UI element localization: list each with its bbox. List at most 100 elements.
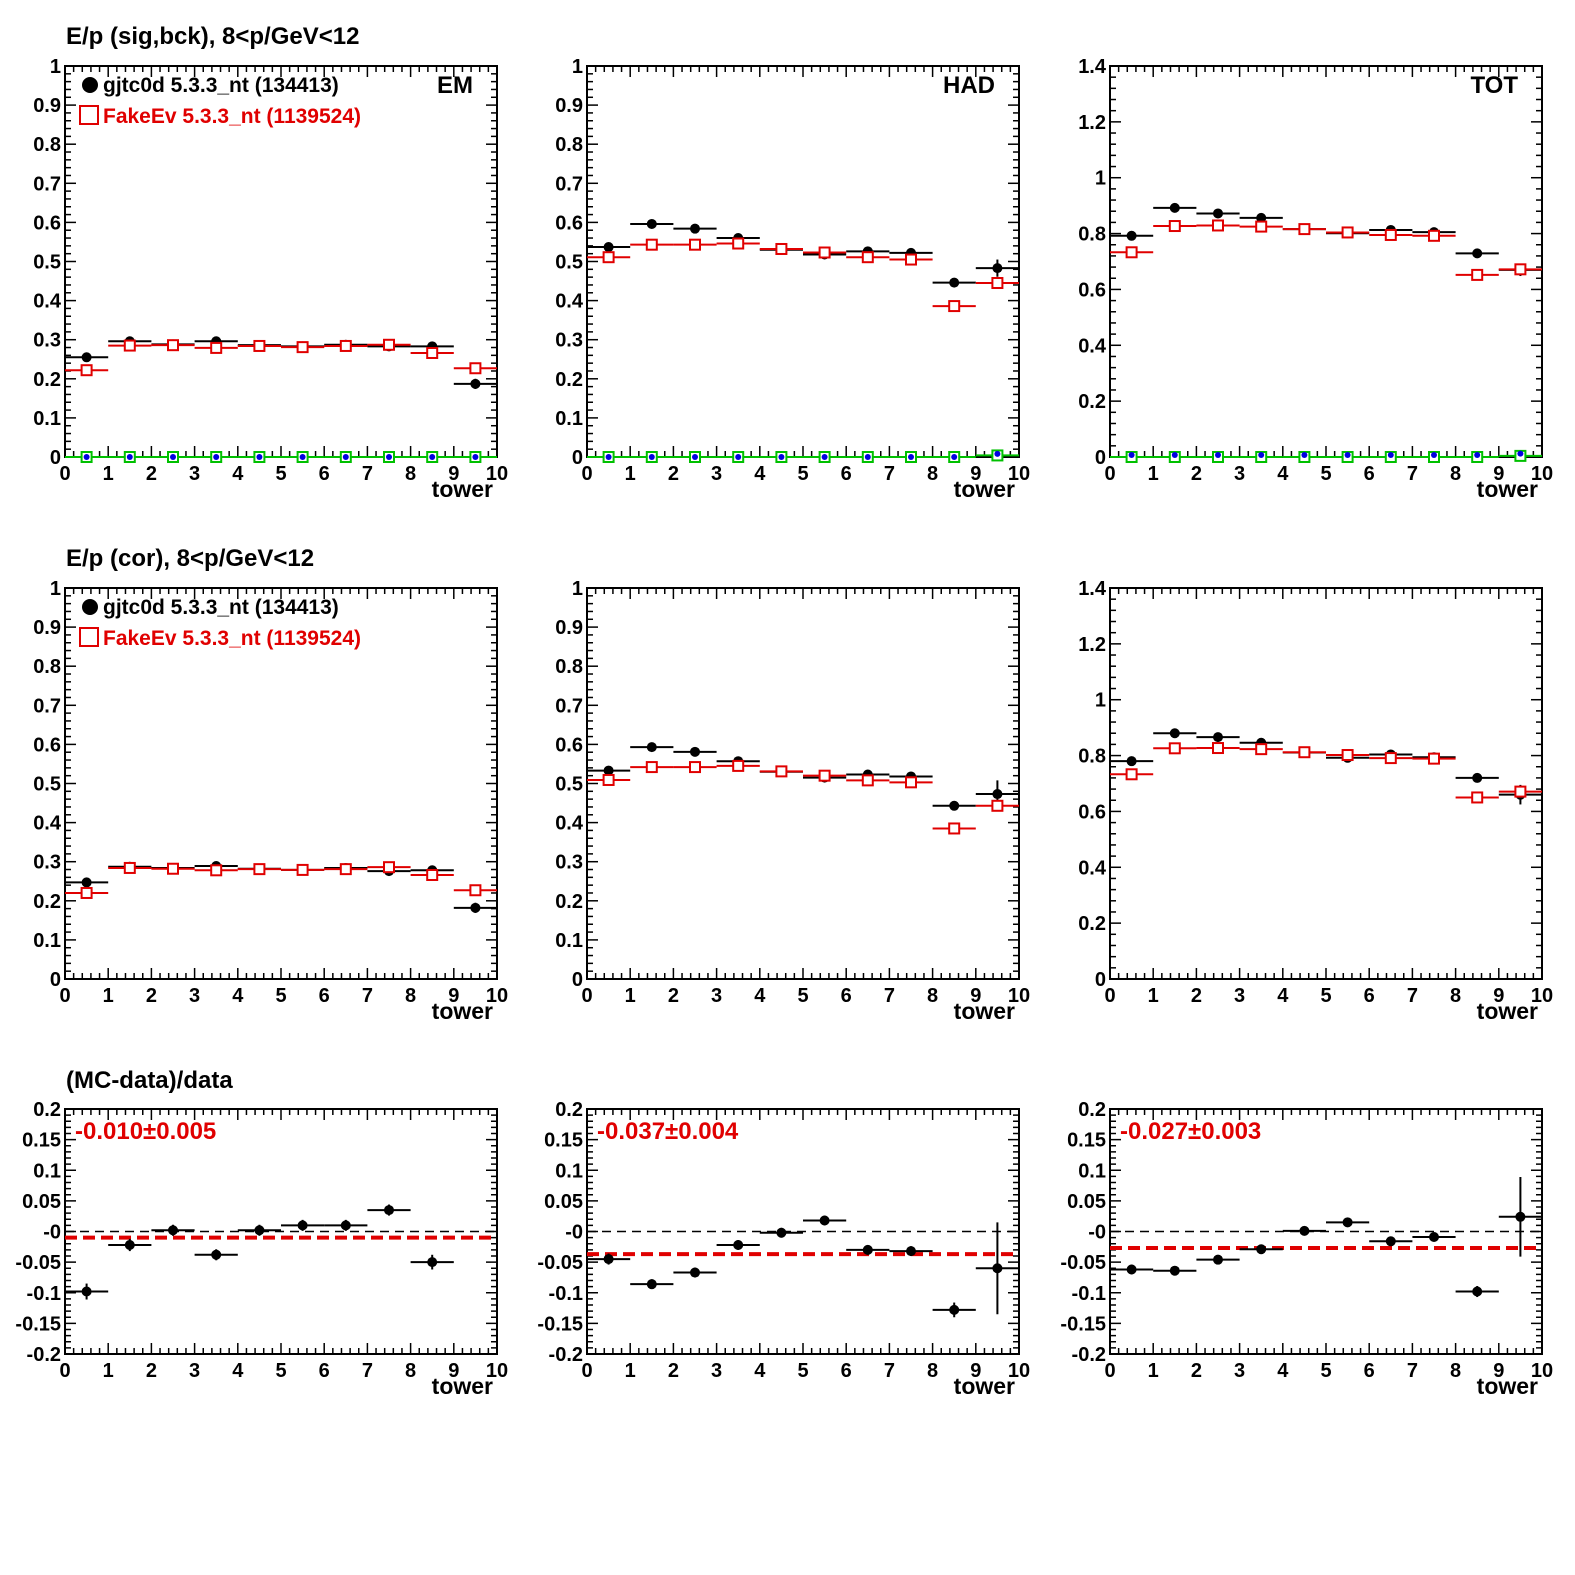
aux-point — [1474, 452, 1481, 459]
mc-point — [861, 251, 874, 264]
x-tick-label: 3 — [189, 1360, 200, 1382]
x-tick-label: 4 — [232, 985, 244, 1007]
mc-point — [689, 761, 701, 774]
x-tick-label: 9 — [448, 1360, 459, 1382]
data-point — [1126, 230, 1137, 241]
y-tick-label: 0.9 — [33, 95, 61, 117]
data-point — [603, 765, 614, 776]
y-tick-label: 0.8 — [1078, 224, 1106, 246]
y-tick-label: 0 — [1095, 969, 1106, 991]
x-tick-label: 2 — [146, 985, 157, 1007]
x-tick-label: 9 — [1493, 1360, 1504, 1382]
x-tick-label: 4 — [232, 463, 244, 485]
data-point — [254, 1225, 265, 1236]
mc-point — [383, 338, 395, 351]
data-point — [1472, 772, 1483, 783]
x-tick-label: 3 — [1234, 985, 1245, 1007]
mc-point — [948, 822, 961, 835]
legend: gjtc0d 5.3.3_nt (134413) FakeEv 5.3.3_nt … — [79, 596, 361, 650]
legend: gjtc0d 5.3.3_nt (134413) FakeEv 5.3.3_nt … — [79, 74, 361, 128]
data-point — [470, 378, 481, 389]
y-tick-label: -0.1 — [27, 1283, 61, 1305]
y-tick-label: 0.4 — [1078, 857, 1107, 879]
x-tick-label: 8 — [1450, 463, 1461, 485]
aux-point — [1344, 452, 1351, 459]
y-tick-label: 0 — [1095, 447, 1106, 469]
data-point — [340, 1220, 351, 1231]
y-tick-label: -0.15 — [15, 1313, 61, 1335]
mc-point — [296, 863, 309, 876]
mc-point — [167, 339, 179, 352]
y-tick-label: -0.1 — [1072, 1283, 1106, 1305]
y-tick-label: 1.2 — [1078, 634, 1106, 656]
data-point — [384, 1205, 394, 1216]
x-tick-label: 0 — [59, 1360, 70, 1382]
y-tick-label: 0.7 — [33, 173, 61, 195]
x-tick-label: 5 — [275, 463, 286, 485]
mc-point — [1168, 220, 1181, 233]
data-point — [690, 223, 700, 234]
fit-label: -0.027±0.003 — [1120, 1118, 1261, 1145]
x-tick-label: 6 — [319, 463, 330, 485]
y-tick-label: 0.8 — [555, 656, 583, 678]
y-tick-label: 0.1 — [555, 1160, 583, 1182]
data-point — [992, 263, 1003, 274]
x-tick-label: 4 — [754, 1360, 766, 1382]
data-point — [862, 1244, 873, 1255]
data-point — [646, 1279, 657, 1290]
x-tick-label: 6 — [1364, 1360, 1375, 1382]
aux-point — [1215, 452, 1221, 459]
y-tick-label: 0.4 — [33, 813, 62, 835]
mc-point — [1384, 228, 1397, 241]
mc-point — [1428, 229, 1440, 242]
y-tick-label: -0.1 — [549, 1283, 583, 1305]
x-tick-label: 10 — [1531, 463, 1553, 485]
x-tick-label: 6 — [319, 985, 330, 1007]
x-tick-label: 10 — [486, 463, 508, 485]
mc-point — [1341, 749, 1354, 762]
y-tick-label: 0.1 — [33, 408, 61, 430]
data-point — [81, 877, 92, 888]
x-tick-label: 6 — [841, 1360, 852, 1382]
y-tick-label: 1.2 — [1078, 112, 1106, 134]
aux-point — [1301, 452, 1308, 459]
data-point — [819, 1215, 830, 1226]
aux-point — [342, 454, 349, 460]
y-tick-label: 0.05 — [22, 1191, 61, 1213]
data-point — [949, 1304, 960, 1315]
aux-point — [299, 454, 306, 460]
y-tick-label: 0.7 — [33, 695, 61, 717]
data-point — [1299, 1225, 1310, 1236]
x-tick-label: 4 — [754, 985, 766, 1007]
data-point — [1429, 1232, 1439, 1243]
y-tick-label: 0.8 — [555, 134, 583, 156]
data-point — [427, 1257, 438, 1268]
series-3 — [83, 454, 479, 460]
x-tick-label: 5 — [797, 985, 808, 1007]
x-tick-label: 7 — [884, 985, 895, 1007]
y-tick-label: 1 — [50, 578, 61, 600]
series-0 — [1110, 1176, 1542, 1298]
y-tick-label: 0.6 — [33, 212, 61, 234]
panel-label: TOT — [1470, 72, 1518, 99]
x-tick-label: 8 — [405, 463, 416, 485]
x-tick-label: 4 — [1277, 463, 1289, 485]
y-tick-label: 1.4 — [1078, 56, 1107, 78]
x-tick-label: 1 — [103, 463, 114, 485]
mc-point — [1384, 752, 1397, 765]
series-3 — [1128, 450, 1524, 459]
mc-point — [645, 238, 658, 251]
x-tick-label: 3 — [189, 463, 200, 485]
y-tick-label: 0.15 — [544, 1130, 583, 1152]
data-point — [1342, 1217, 1353, 1228]
x-tick-label: 10 — [1008, 985, 1030, 1007]
data-point — [81, 352, 92, 363]
y-tick-label: 0.1 — [1078, 1160, 1106, 1182]
mc-point — [1255, 220, 1268, 233]
data-point — [603, 1254, 614, 1265]
data-point — [646, 742, 657, 753]
mc-point — [1125, 246, 1138, 259]
aux-point — [908, 454, 914, 460]
x-tick-label: 2 — [668, 985, 679, 1007]
